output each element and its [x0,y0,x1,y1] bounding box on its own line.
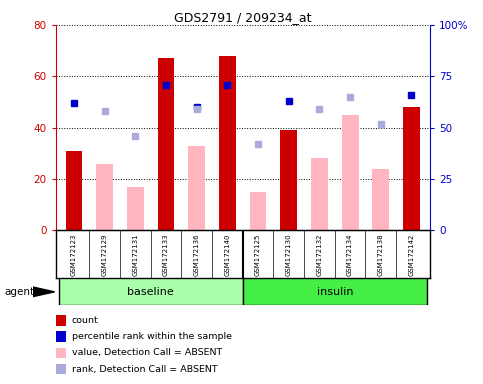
Text: GSM172132: GSM172132 [316,233,323,276]
Text: GSM172134: GSM172134 [347,233,353,276]
Text: GSM172133: GSM172133 [163,233,169,276]
Text: GSM172136: GSM172136 [194,233,199,276]
Bar [372,169,389,230]
Text: GSM172130: GSM172130 [286,233,292,276]
Text: GSM172142: GSM172142 [409,233,414,276]
Text: GSM172140: GSM172140 [225,233,230,276]
Bar [66,151,83,230]
Text: baseline: baseline [128,287,174,297]
Text: percentile rank within the sample: percentile rank within the sample [72,332,232,341]
Bar [127,187,144,230]
Polygon shape [33,287,55,297]
FancyBboxPatch shape [243,278,427,305]
Text: value, Detection Call = ABSENT: value, Detection Call = ABSENT [72,348,222,358]
Bar [280,130,297,230]
Bar [188,146,205,230]
Text: agent: agent [5,287,35,297]
Title: GDS2791 / 209234_at: GDS2791 / 209234_at [174,11,312,24]
Text: GSM172123: GSM172123 [71,233,77,276]
Text: count: count [72,316,99,325]
Text: GSM172138: GSM172138 [378,233,384,276]
Bar [219,56,236,230]
Bar [403,107,420,230]
Bar [157,58,174,230]
Text: GSM172125: GSM172125 [255,233,261,276]
Bar [311,159,328,230]
Text: GSM172129: GSM172129 [101,233,108,276]
Bar [341,115,358,230]
Text: rank, Detection Call = ABSENT: rank, Detection Call = ABSENT [72,364,218,374]
Bar [250,192,267,230]
Text: GSM172131: GSM172131 [132,233,138,276]
Text: insulin: insulin [316,287,353,297]
Bar [96,164,113,230]
FancyBboxPatch shape [58,278,243,305]
